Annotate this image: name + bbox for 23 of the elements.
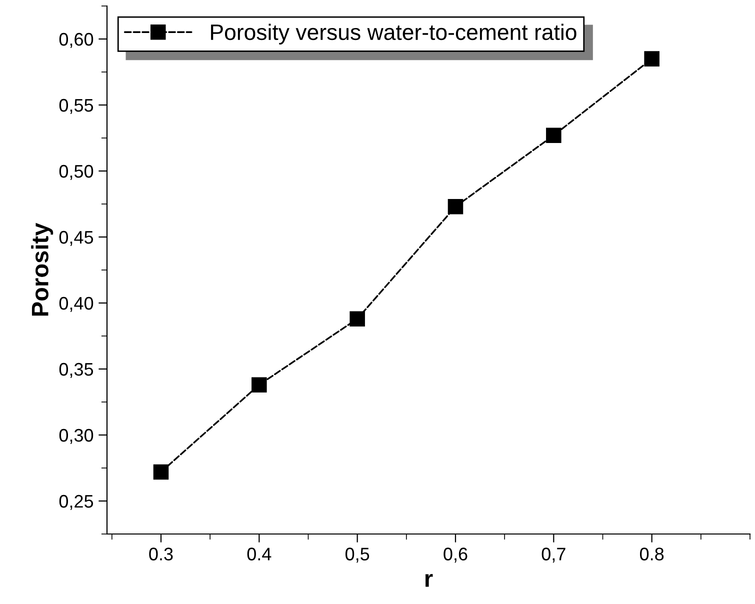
point	[350, 311, 365, 326]
x-tick-label: 0,6	[444, 548, 468, 563]
y-tick-label: 0,35	[59, 362, 94, 378]
x-tick-label: 0.8	[640, 548, 664, 560]
point	[644, 51, 660, 66]
y-tick-label: 0,60	[59, 32, 94, 48]
y-tick-label: 0,55	[59, 98, 94, 114]
x-tick-label: 0.3	[149, 548, 173, 560]
x-tick-label: 0,7	[542, 548, 566, 563]
x-axis-title: r	[425, 574, 433, 587]
legend-label: Porosity versus water-to-cement ratio	[211, 24, 576, 44]
x-tick-label: 0,5	[345, 548, 370, 563]
x-tick-label: 0.4	[247, 548, 272, 560]
y-tick-label: 0,40	[59, 296, 94, 312]
point	[252, 377, 267, 392]
y-tick-label: 0,25	[59, 494, 94, 510]
point	[546, 128, 562, 143]
y-tick-label: 0,45	[59, 230, 94, 246]
point	[448, 199, 464, 214]
y-tick-label: 0,50	[59, 164, 94, 180]
point	[153, 464, 169, 480]
y-tick-label: 0,30	[59, 428, 94, 444]
y-axis-title: Porosity	[31, 222, 54, 316]
